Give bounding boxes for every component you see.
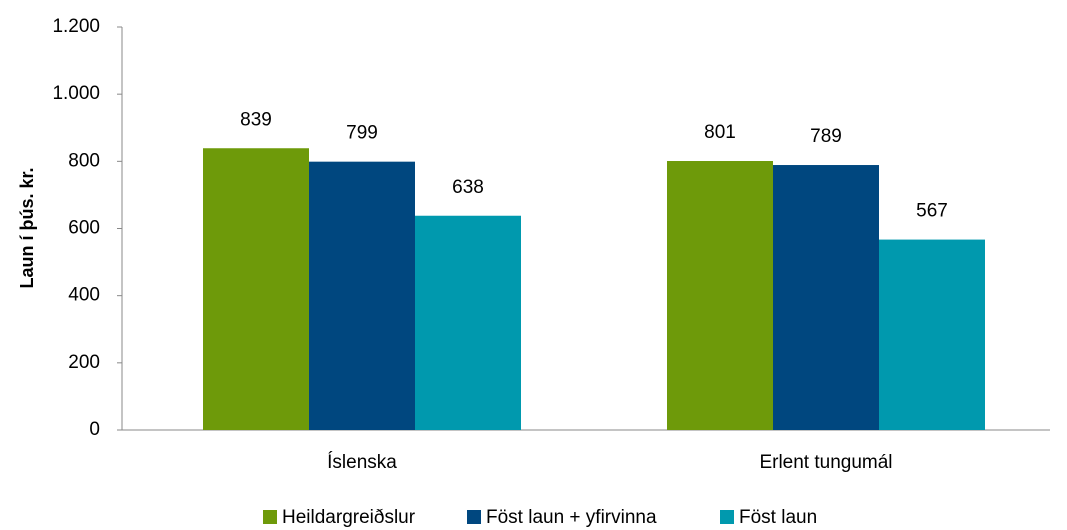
bar <box>203 148 309 430</box>
x-tick-label: Erlent tungumál <box>759 452 892 473</box>
bar <box>879 239 985 430</box>
y-tick-label: 0 <box>89 419 100 440</box>
y-tick-label: 800 <box>68 150 100 171</box>
y-tick-label: 1.200 <box>52 16 100 37</box>
legend-swatch <box>263 510 277 524</box>
y-axis-label: Laun í þús. kr. <box>17 167 37 288</box>
value-label: 801 <box>704 122 736 143</box>
bar <box>773 165 879 430</box>
x-tick-label: Íslenska <box>327 452 397 473</box>
legend-label: Föst laun <box>739 507 817 528</box>
value-label: 839 <box>240 109 272 130</box>
y-tick-label: 600 <box>68 218 100 239</box>
value-label: 799 <box>346 123 378 144</box>
value-label: 789 <box>810 126 842 147</box>
legend-label: Föst laun + yfirvinna <box>486 507 657 528</box>
bar <box>415 215 521 430</box>
y-tick-label: 400 <box>68 285 100 306</box>
legend-label: Heildargreiðslur <box>282 507 416 528</box>
legend-swatch <box>720 510 734 524</box>
bar <box>309 161 415 430</box>
legend-swatch <box>467 510 481 524</box>
value-label: 638 <box>452 177 484 198</box>
value-label: 567 <box>916 201 948 222</box>
y-tick-label: 1.000 <box>52 83 100 104</box>
bar <box>667 160 773 430</box>
y-tick-label: 200 <box>68 352 100 373</box>
